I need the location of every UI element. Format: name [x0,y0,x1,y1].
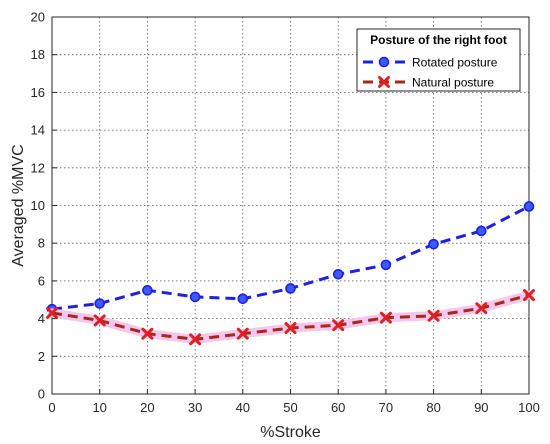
grid-lines [52,17,529,394]
natural-posture-marker [378,76,390,88]
rotated-posture-marker [523,201,535,212]
rotated-posture-marker [378,56,390,68]
series-layer [46,201,535,346]
legend: Posture of the right foot Rotated postur… [356,28,521,92]
y-tick-label: 0 [38,387,45,402]
rotated-posture-marker [285,283,296,294]
y-tick-label: 8 [38,236,45,251]
y-tick-label: 6 [38,273,45,288]
natural-posture-marker [46,306,58,319]
rotated-posture-marker [237,293,249,305]
x-tick-label: 70 [379,400,393,415]
natural-posture-marker [379,311,392,324]
rotated-posture-marker [428,238,439,250]
legend-entry: Rotated posture [363,56,498,70]
rotated-posture-marker [142,285,153,296]
x-tick-label: 100 [518,400,540,415]
y-tick-label: 20 [31,10,45,25]
y-tick-label: 10 [31,198,45,213]
y-tick-label: 4 [38,311,45,326]
legend-label: Rotated posture [412,56,498,70]
rotated-posture-marker [332,269,344,280]
series-natural-posture [46,289,535,346]
x-tick-label: 40 [236,400,250,415]
x-tick-label: 0 [48,400,55,415]
y-axis-ticks: 0 2 4 6 8 10 12 14 16 18 20 [31,10,57,402]
rotated-posture-marker [189,291,201,303]
y-axis-title: Averaged %MVC [10,144,27,266]
y-tick-label: 18 [31,47,45,62]
y-tick-label: 2 [38,349,45,364]
natural-posture-marker [475,302,488,315]
natural-posture-marker [141,327,154,340]
x-axis-title: %Stroke [260,424,321,441]
legend-title: Posture of the right foot [370,33,507,47]
y-tick-label: 16 [31,85,45,100]
rotated-posture-marker [94,298,105,309]
rotated-posture-marker [380,259,392,271]
natural-posture-marker [189,333,202,346]
x-tick-label: 10 [92,400,106,415]
legend-entries: Rotated posture Natural posture [363,56,498,90]
x-tick-label: 80 [426,400,440,415]
natural-posture-marker [523,289,535,302]
y-tick-label: 12 [31,160,45,175]
natural-posture-marker [236,327,249,340]
x-tick-label: 30 [188,400,202,415]
natural-posture-marker [284,322,297,335]
y-tick-label: 14 [31,123,45,138]
x-tick-label: 20 [140,400,154,415]
x-axis-ticks: 0 10 20 30 40 50 60 70 80 90 100 [48,389,540,415]
x-tick-label: 60 [331,400,345,415]
natural-posture-marker [427,309,440,322]
x-tick-label: 50 [283,400,297,415]
legend-label: Natural posture [412,76,494,90]
rotated-posture-marker [475,225,487,237]
legend-entry: Natural posture [363,76,494,90]
natural-posture-marker [332,319,345,332]
x-tick-label: 90 [474,400,488,415]
natural-posture-marker [93,314,106,327]
